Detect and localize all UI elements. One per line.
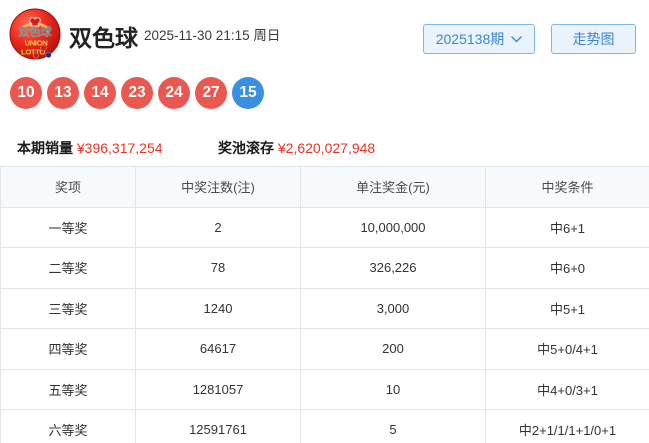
svg-text:双色球: 双色球 — [19, 25, 53, 39]
